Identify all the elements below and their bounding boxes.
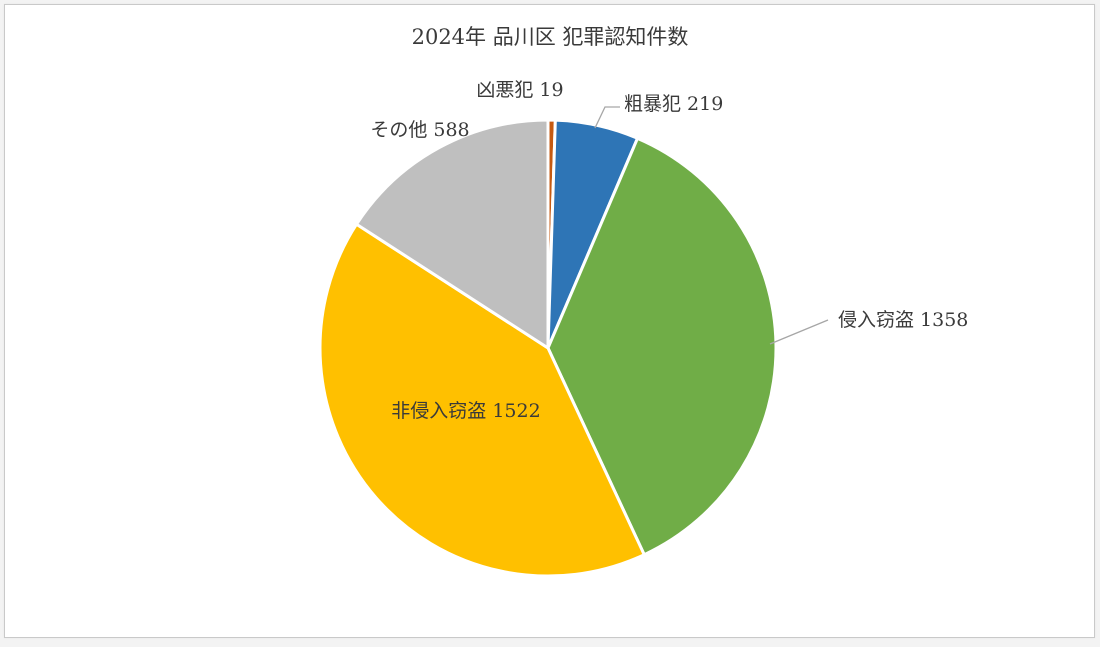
chart-title: 2024年 品川区 犯罪認知件数 [412,25,689,49]
data-label-4: 非侵入窃盗 1522 [391,400,540,422]
pie-slices [318,118,778,578]
leader-lines [594,106,829,345]
leader-line-3 [769,319,829,345]
pie-slice-3 [546,136,778,557]
data-label-5: その他 588 [370,119,469,141]
data-label-2: 粗暴犯 219 [624,93,723,115]
data-labels: 凶悪犯 19 粗暴犯 219 侵入窃盗 1358 非侵入窃盗 1522 その他 588 [370,79,968,422]
pie-slice-4 [318,222,647,578]
leader-line-2 [594,106,620,129]
data-label-3: 侵入窃盗 1358 [838,309,968,331]
pie-slice-5 [354,118,550,351]
data-label-1: 凶悪犯 19 [476,79,563,101]
